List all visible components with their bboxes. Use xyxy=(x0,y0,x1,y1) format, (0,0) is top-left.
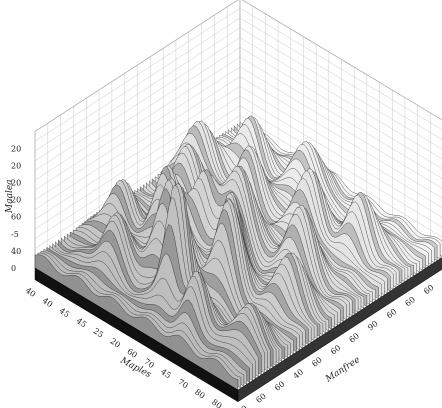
z-tick-label: 0 xyxy=(11,264,16,273)
x-tick-label: 45 xyxy=(159,367,173,380)
y-tick-label: 10 xyxy=(236,404,250,408)
x-tick-label: 20 xyxy=(108,337,122,350)
x-tick-label: 80 xyxy=(210,398,224,408)
z-tick-label: 20 xyxy=(11,144,21,153)
y-tick-label: 60 xyxy=(329,343,343,356)
z-tick-label: 20 xyxy=(11,162,21,171)
x-tick-label: 40 xyxy=(41,296,55,309)
surface-mesh xyxy=(34,115,442,391)
grid-walls xyxy=(34,0,442,269)
y-tick-label: 60 xyxy=(254,392,268,405)
z-tick-label: 20 xyxy=(11,196,21,205)
x-tick-label: 70 xyxy=(176,377,190,390)
z-tick-label: -5 xyxy=(11,230,19,239)
y-tick-label: 60 xyxy=(310,355,324,368)
y-tick-label: 60 xyxy=(403,295,417,308)
y-tick-label: 60 xyxy=(441,271,442,284)
x-tick-label: 80 xyxy=(193,387,207,400)
z-tick-label: 60 xyxy=(11,213,21,222)
y-tick-label: 60 xyxy=(422,283,436,296)
surface-ribbon xyxy=(34,254,239,391)
y-tick-label: 60 xyxy=(385,307,399,320)
y-tick-label: 40 xyxy=(292,367,306,380)
y-tick-label: 60 xyxy=(347,331,361,344)
y-tick-label: 90 xyxy=(366,319,380,332)
z-axis-title: Maalea xyxy=(5,179,15,214)
x-tick-label: 40 xyxy=(24,286,38,299)
x-tick-label: 25 xyxy=(92,326,106,339)
x-tick-label: 45 xyxy=(75,316,89,329)
y-tick-label: 60 xyxy=(273,380,287,393)
surface-base xyxy=(34,257,442,403)
x-tick-label: 45 xyxy=(58,306,72,319)
base-right xyxy=(237,257,442,403)
y-axis-title: Manfree xyxy=(323,355,362,385)
z-tick-label: 20 xyxy=(11,179,21,188)
z-tick-label: 40 xyxy=(11,247,21,256)
